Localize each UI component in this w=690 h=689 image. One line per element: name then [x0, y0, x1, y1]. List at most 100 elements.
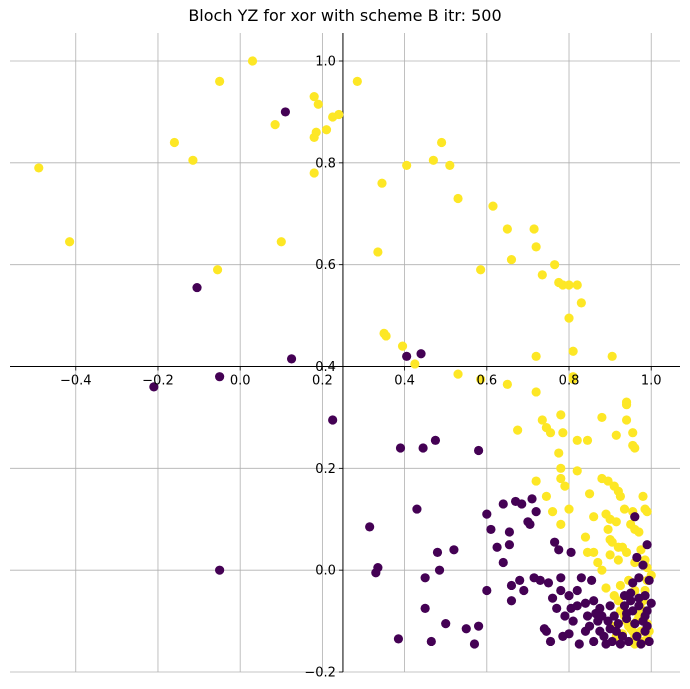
data-point [441, 619, 451, 629]
data-point [502, 379, 512, 389]
data-point [621, 608, 632, 619]
data-point [582, 611, 593, 621]
data-point [149, 382, 159, 392]
data-point [535, 575, 545, 585]
data-point [410, 359, 420, 369]
data-point [607, 636, 617, 647]
y-tick-label: 0.4 [315, 360, 336, 375]
data-point [621, 547, 632, 557]
data-point [589, 547, 599, 557]
data-point [525, 519, 535, 529]
data-point [582, 435, 593, 445]
data-point [461, 624, 471, 634]
data-point [646, 598, 656, 608]
x-tick-label: 0.2 [312, 374, 333, 389]
data-point [599, 631, 609, 641]
data-point [395, 443, 406, 453]
y-tick-label: 0.2 [315, 462, 336, 477]
data-point [556, 473, 566, 484]
data-point [328, 415, 338, 425]
data-point [449, 545, 459, 555]
data-point [393, 634, 404, 644]
data-point [276, 237, 286, 247]
data-point [550, 260, 560, 270]
data-point [615, 491, 625, 501]
data-point [634, 527, 644, 537]
y-tick-label: 1.0 [315, 55, 336, 70]
data-point [192, 282, 202, 293]
data-point [365, 522, 375, 532]
data-point [572, 435, 582, 445]
y-tick-label: 0.6 [315, 258, 336, 273]
data-point [589, 512, 599, 522]
data-point [418, 443, 428, 453]
data-point [506, 596, 517, 606]
data-point [397, 341, 408, 351]
data-point [584, 489, 595, 499]
data-point [541, 491, 552, 501]
data-point [556, 519, 566, 529]
data-point [632, 552, 642, 563]
data-point [537, 270, 547, 280]
data-point [568, 346, 578, 356]
data-point [580, 532, 591, 542]
data-point [531, 507, 541, 517]
data-point [453, 369, 463, 379]
data-point [564, 280, 574, 290]
data-point [603, 524, 613, 535]
data-point [572, 585, 582, 596]
data-point [589, 596, 599, 606]
data-point [558, 428, 568, 438]
data-point [498, 499, 508, 509]
data-point [34, 163, 44, 173]
data-point [574, 639, 584, 649]
data-point [605, 550, 615, 560]
data-point [619, 591, 630, 601]
data-point [609, 611, 619, 621]
data-point [65, 237, 75, 247]
data-point [576, 573, 586, 583]
data-point [488, 201, 498, 211]
data-point [541, 626, 552, 636]
data-point [624, 636, 634, 647]
data-point [434, 565, 445, 575]
data-point [640, 611, 650, 621]
data-point [597, 412, 607, 423]
data-point [595, 603, 605, 613]
data-point [469, 639, 480, 649]
data-point [619, 504, 630, 514]
data-point [188, 155, 198, 165]
data-point [613, 555, 623, 565]
data-point [564, 629, 574, 639]
data-point [636, 639, 646, 649]
data-point [426, 636, 436, 647]
data-point [280, 107, 290, 117]
data-point [568, 616, 578, 626]
data-point [556, 463, 566, 473]
data-point [473, 445, 484, 456]
data-point [309, 92, 319, 102]
data-point [589, 636, 599, 647]
data-point [428, 155, 438, 165]
data-point [634, 593, 644, 603]
data-point [568, 374, 578, 384]
data-point [373, 247, 383, 257]
data-point [416, 349, 426, 359]
data-point [580, 598, 591, 608]
data-point [169, 137, 180, 148]
data-point [453, 193, 463, 204]
data-point [593, 557, 603, 568]
data-point [607, 351, 617, 361]
data-point [412, 504, 422, 514]
data-point [632, 631, 642, 641]
data-point [547, 593, 558, 603]
data-point [619, 601, 630, 611]
data-point [605, 601, 615, 611]
data-point [636, 545, 646, 555]
data-point [628, 440, 638, 451]
data-point [531, 476, 541, 486]
x-tick-label: −0.2 [142, 374, 174, 389]
data-point [482, 585, 492, 596]
data-point [603, 616, 613, 626]
